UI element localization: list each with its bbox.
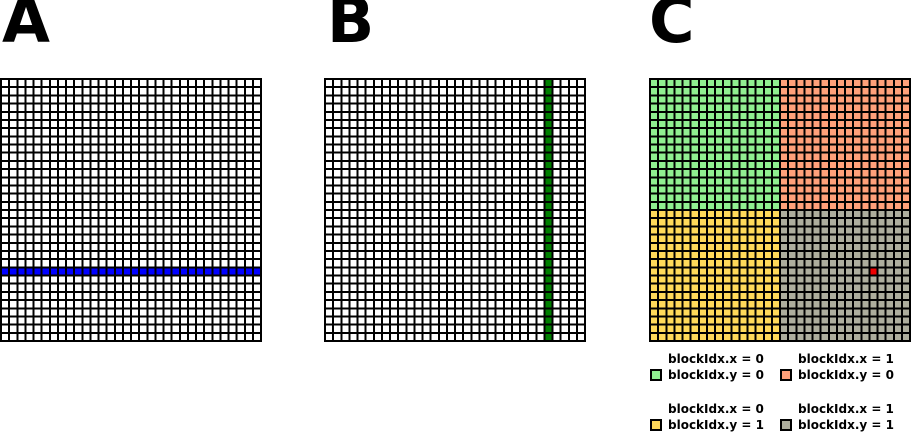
legend-line: blockIdx.x = 0 <box>668 402 764 416</box>
legend-line: blockIdx.x = 1 <box>798 352 894 366</box>
legend-label: blockIdx.x = 0 blockIdx.y = 0 <box>668 351 764 383</box>
legend-line: blockIdx.x = 0 <box>668 352 764 366</box>
legend-line: blockIdx.y = 0 <box>798 368 894 382</box>
legend-swatch-gray-icon <box>780 419 792 431</box>
panel-label-b: B <box>327 0 375 57</box>
panel-label-a: A <box>2 0 50 57</box>
legend-swatch-yellow-icon <box>650 419 662 431</box>
thread-grid-row-highlight <box>0 78 262 342</box>
legend-entry: blockIdx.x = 0 blockIdx.y = 1 <box>650 401 764 433</box>
legend-swatch-salmon-icon <box>780 369 792 381</box>
legend-swatch-green-icon <box>650 369 662 381</box>
block-quadrant-grid <box>649 78 911 342</box>
panel-label-c: C <box>649 0 695 57</box>
legend-entry: blockIdx.x = 1 blockIdx.y = 0 <box>780 351 894 383</box>
legend-line: blockIdx.x = 1 <box>798 402 894 416</box>
legend-line: blockIdx.y = 1 <box>668 418 764 432</box>
legend-entry: blockIdx.x = 1 blockIdx.y = 1 <box>780 401 894 433</box>
legend-entry: blockIdx.x = 0 blockIdx.y = 0 <box>650 351 764 383</box>
legend-label: blockIdx.x = 0 blockIdx.y = 1 <box>668 401 764 433</box>
legend-line: blockIdx.y = 0 <box>668 368 764 382</box>
legend-label: blockIdx.x = 1 blockIdx.y = 1 <box>798 401 894 433</box>
legend-label: blockIdx.x = 1 blockIdx.y = 0 <box>798 351 894 383</box>
thread-grid-column-highlight <box>324 78 586 342</box>
legend-line: blockIdx.y = 1 <box>798 418 894 432</box>
